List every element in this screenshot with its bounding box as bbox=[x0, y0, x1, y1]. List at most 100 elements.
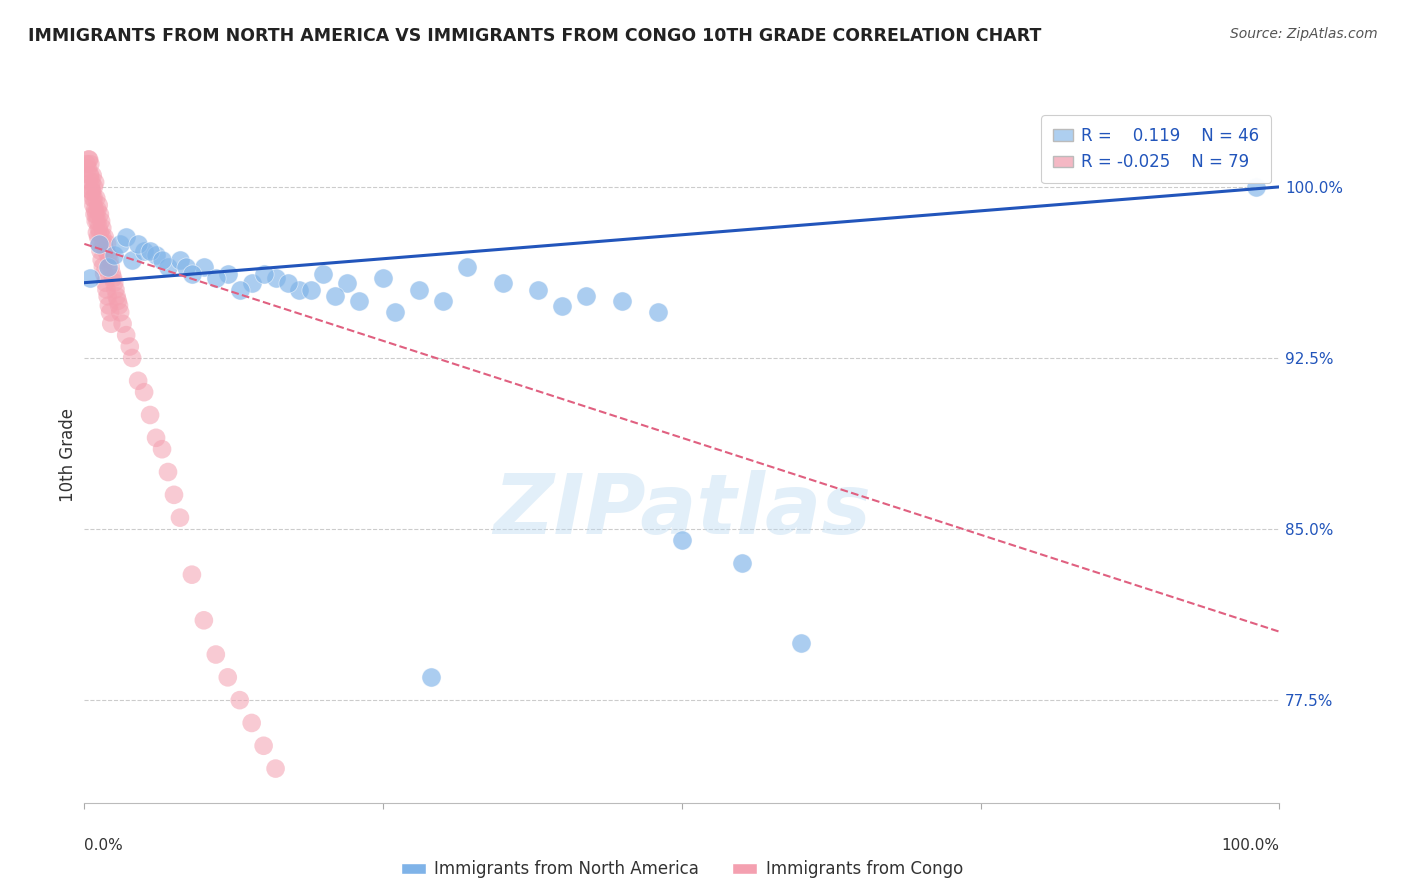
Text: ZIPatlas: ZIPatlas bbox=[494, 470, 870, 551]
Point bbox=[205, 648, 228, 662]
Point bbox=[86, 207, 108, 221]
Point bbox=[76, 157, 98, 171]
Point bbox=[105, 289, 128, 303]
Point bbox=[89, 244, 111, 258]
Point bbox=[97, 248, 120, 262]
Text: 0.0%: 0.0% bbox=[84, 838, 124, 854]
Text: 100.0%: 100.0% bbox=[1222, 838, 1279, 854]
Point bbox=[205, 271, 228, 285]
Point bbox=[139, 244, 162, 258]
Point bbox=[115, 328, 138, 343]
Point bbox=[432, 293, 454, 308]
Point bbox=[86, 226, 108, 240]
Point bbox=[132, 244, 156, 258]
Point bbox=[87, 230, 110, 244]
Point bbox=[91, 230, 114, 244]
Point bbox=[77, 161, 100, 176]
Point bbox=[492, 276, 515, 290]
Point bbox=[93, 236, 115, 251]
Point bbox=[118, 340, 141, 354]
Point bbox=[384, 305, 406, 319]
Point bbox=[103, 248, 125, 262]
Point bbox=[97, 289, 120, 303]
Point bbox=[80, 180, 103, 194]
Point bbox=[193, 260, 215, 274]
Point bbox=[84, 202, 107, 217]
Point bbox=[612, 293, 634, 308]
Point bbox=[312, 267, 335, 281]
Point bbox=[87, 198, 110, 212]
Point bbox=[96, 283, 118, 297]
Point bbox=[80, 175, 103, 189]
Point bbox=[87, 221, 110, 235]
Point bbox=[97, 298, 120, 312]
Point bbox=[1244, 180, 1267, 194]
Point bbox=[77, 153, 100, 167]
Point bbox=[150, 252, 173, 267]
Point bbox=[240, 276, 263, 290]
Point bbox=[96, 236, 118, 251]
Point bbox=[107, 293, 129, 308]
Point bbox=[527, 283, 550, 297]
Point bbox=[80, 185, 103, 199]
Point bbox=[456, 260, 478, 274]
Point bbox=[132, 385, 156, 400]
Point bbox=[420, 670, 443, 684]
Point bbox=[229, 693, 252, 707]
Point bbox=[240, 715, 263, 730]
Point bbox=[79, 169, 101, 183]
Text: IMMIGRANTS FROM NORTH AMERICA VS IMMIGRANTS FROM CONGO 10TH GRADE CORRELATION CH: IMMIGRANTS FROM NORTH AMERICA VS IMMIGRA… bbox=[28, 27, 1042, 45]
Point bbox=[89, 236, 111, 251]
Legend: Immigrants from North America, Immigrants from Congo: Immigrants from North America, Immigrant… bbox=[394, 854, 970, 885]
Point bbox=[671, 533, 693, 548]
Point bbox=[174, 260, 197, 274]
Point bbox=[82, 185, 104, 199]
Point bbox=[253, 739, 276, 753]
Point bbox=[90, 214, 112, 228]
Point bbox=[121, 351, 143, 365]
Point bbox=[83, 191, 105, 205]
Point bbox=[93, 230, 115, 244]
Point bbox=[83, 180, 105, 194]
Point bbox=[217, 267, 239, 281]
Point bbox=[101, 267, 124, 281]
Point bbox=[181, 567, 204, 582]
Point bbox=[647, 305, 669, 319]
Point bbox=[264, 271, 287, 285]
Point bbox=[115, 230, 138, 244]
Point bbox=[408, 283, 430, 297]
Point bbox=[93, 267, 115, 281]
Point bbox=[100, 260, 122, 274]
Point bbox=[110, 236, 132, 251]
Point bbox=[127, 374, 149, 388]
Point bbox=[104, 283, 127, 297]
Point bbox=[127, 236, 149, 251]
Text: Source: ZipAtlas.com: Source: ZipAtlas.com bbox=[1230, 27, 1378, 41]
Point bbox=[84, 214, 107, 228]
Point bbox=[94, 276, 117, 290]
Point bbox=[277, 276, 299, 290]
Point bbox=[551, 298, 574, 312]
Point bbox=[145, 431, 167, 445]
Point bbox=[82, 198, 104, 212]
Point bbox=[98, 305, 121, 319]
Point bbox=[83, 207, 105, 221]
Point bbox=[86, 202, 108, 217]
Point bbox=[86, 191, 108, 205]
Point bbox=[150, 442, 173, 457]
Point bbox=[101, 271, 124, 285]
Point bbox=[90, 252, 112, 267]
Point bbox=[325, 289, 347, 303]
Point bbox=[229, 283, 252, 297]
Point bbox=[97, 260, 120, 274]
Point bbox=[217, 670, 239, 684]
Point bbox=[731, 556, 754, 570]
Point bbox=[193, 613, 215, 627]
Point bbox=[108, 298, 131, 312]
Point bbox=[301, 283, 323, 297]
Point bbox=[94, 244, 117, 258]
Point bbox=[100, 317, 122, 331]
Point bbox=[169, 510, 191, 524]
Point bbox=[181, 267, 204, 281]
Point bbox=[89, 207, 111, 221]
